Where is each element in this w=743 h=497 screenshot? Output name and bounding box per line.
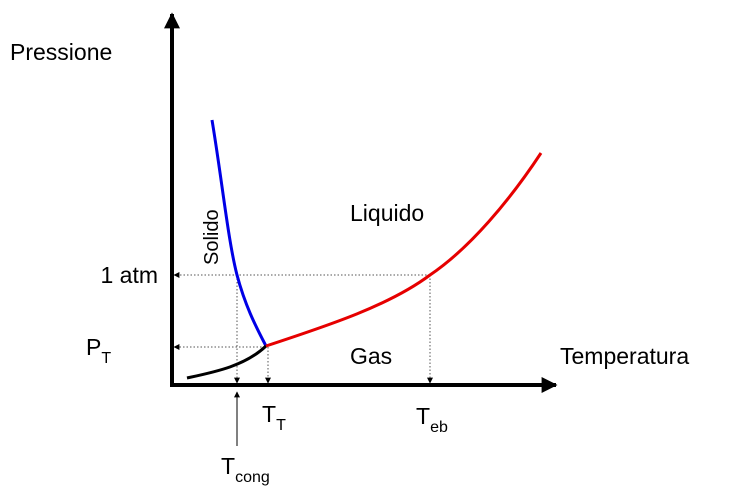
vaporization-curve (265, 152, 543, 348)
sub: T (101, 350, 111, 367)
region-label: Liquido (350, 200, 424, 226)
region-label: Gas (350, 343, 392, 369)
temperature-label: TT (262, 401, 286, 434)
temperature-label: Teb (416, 403, 448, 436)
main: T (416, 403, 430, 429)
pressure-label: PT (86, 334, 111, 367)
sub: cong (235, 469, 270, 486)
main: P (86, 334, 101, 360)
temperature-label: Tcong (221, 453, 270, 486)
sublimation-curve (186, 344, 268, 380)
sub: eb (430, 419, 448, 436)
main: T (221, 453, 235, 479)
pressure-label: 1 atm (100, 262, 158, 288)
x-axis-label: Temperatura (560, 343, 689, 369)
melting-curve (210, 119, 268, 347)
sub: T (276, 417, 286, 434)
region-label: Solido (201, 209, 223, 265)
main: T (262, 401, 276, 427)
y-axis-label: Pressione (10, 39, 112, 65)
